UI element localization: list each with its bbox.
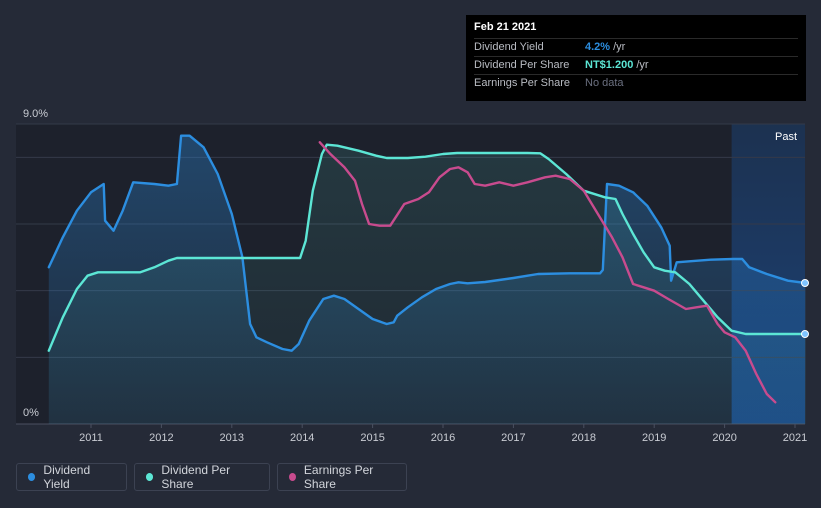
y-tick-label: 9.0% [23, 108, 48, 120]
y-tick-label: 0% [23, 407, 39, 419]
tooltip-date: Feb 21 2021 [474, 21, 537, 33]
tooltip-row-dividend-yield: Dividend Yield 4.2% /yr [474, 38, 798, 56]
series-line-dividend-per-share [47, 143, 807, 352]
x-tick-label: 2018 [572, 432, 596, 444]
series-line-earnings-per-share [318, 141, 777, 404]
tooltip-value: NT$1.200 [585, 59, 634, 71]
tooltip-value: No data [585, 77, 624, 89]
series-area-dividend-per-share [48, 144, 806, 424]
chart-legend: Dividend Yield Dividend Per Share Earnin… [16, 463, 407, 491]
x-tick-label: 2014 [290, 432, 314, 444]
legend-label: Dividend Yield [43, 463, 91, 491]
hover-tooltip: Feb 21 2021 Dividend Yield 4.2% /yr Divi… [466, 15, 806, 101]
x-tick-label: 2013 [220, 432, 244, 444]
legend-item-earnings-per-share[interactable]: Earnings Per Share [277, 463, 407, 491]
legend-dot-icon [146, 473, 154, 481]
tooltip-unit: /yr [636, 59, 649, 71]
series-end-marker [801, 279, 809, 287]
series-end-marker [801, 330, 809, 338]
series-line-dividend-yield [47, 134, 807, 352]
x-tick-label: 2020 [712, 432, 736, 444]
tooltip-row-dividend-per-share: Dividend Per Share NT$1.200 /yr [474, 56, 798, 74]
legend-dot-icon [28, 473, 36, 481]
legend-item-dividend-yield[interactable]: Dividend Yield [16, 463, 127, 491]
legend-item-dividend-per-share[interactable]: Dividend Per Share [134, 463, 270, 491]
tooltip-unit: /yr [613, 41, 626, 53]
tooltip-label: Dividend Per Share [474, 59, 570, 71]
tooltip-row-earnings-per-share: Earnings Per Share No data [474, 74, 798, 92]
x-tick-label: 2012 [149, 432, 173, 444]
x-tick-label: 2021 [783, 432, 807, 444]
x-tick-label: 2019 [642, 432, 666, 444]
legend-label: Earnings Per Share [303, 463, 374, 491]
x-tick-label: 2015 [360, 432, 384, 444]
tooltip-value: 4.2% [585, 41, 611, 53]
legend-label: Dividend Per Share [161, 463, 231, 491]
tooltip-label: Earnings Per Share [474, 77, 570, 89]
x-tick-label: 2016 [431, 432, 455, 444]
x-tick-label: 2017 [501, 432, 525, 444]
dividend-history-chart: 2011 2012 2013 2014 2015 2016 2017 2018 2019 2020… [16, 108, 809, 444]
x-tick-label: 2011 [79, 432, 103, 444]
past-label: Past [775, 131, 797, 143]
legend-dot-icon [289, 473, 296, 481]
tooltip-label: Dividend Yield [474, 41, 544, 53]
